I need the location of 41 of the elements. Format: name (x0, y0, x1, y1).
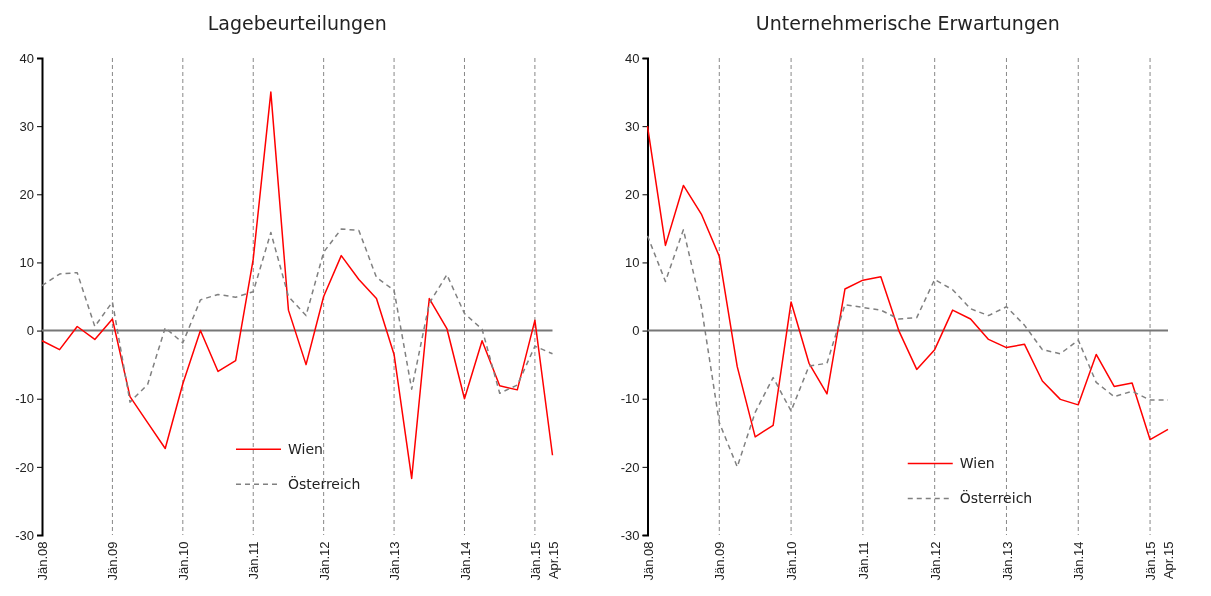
legend-label: Österreich (287, 475, 361, 493)
x-tick-label: Jän.10 (175, 541, 191, 581)
chart-title: Lagebeurteilungen (207, 12, 387, 34)
y-tick-label: 0 (26, 323, 34, 339)
x-tick-label: Jän.13 (387, 541, 403, 581)
x-tick-label: Jän.08 (640, 541, 656, 581)
x-tick-label: Jän.12 (316, 541, 332, 581)
chart-title: Unternehmerische Erwartungen (755, 12, 1060, 34)
x-tick-label: Apr.15 (1161, 541, 1177, 580)
legend-label: Wien (287, 441, 323, 458)
y-tick-label: -20 (620, 459, 640, 475)
x-tick-label: Jän.15 (1143, 541, 1159, 581)
y-tick-label: -30 (620, 527, 640, 543)
y-tick-label: 20 (19, 186, 34, 202)
line-series (646, 125, 1169, 441)
x-tick-label: Apr.15 (545, 541, 561, 580)
x-tick-label: Jän.11 (855, 541, 871, 580)
y-tick-label: 10 (625, 255, 640, 271)
y-tick-label: 0 (632, 323, 640, 339)
y-tick-label: -20 (15, 459, 34, 475)
y-tick-label: -30 (15, 527, 34, 543)
x-tick-label: Jän.13 (999, 541, 1015, 581)
y-tick-label: -10 (15, 391, 34, 407)
x-tick-label: Jän.11 (246, 541, 262, 580)
legend-label: Österreich (959, 489, 1033, 507)
x-tick-label: Jän.09 (712, 541, 728, 581)
x-tick-label: Jän.08 (35, 541, 51, 581)
x-tick-label: Jän.15 (527, 541, 543, 581)
y-tick-label: 40 (625, 50, 640, 66)
x-tick-label: Jän.14 (1071, 541, 1087, 581)
y-tick-label: 30 (625, 118, 640, 134)
legend-label: Wien (959, 455, 995, 472)
y-tick-label: 10 (19, 255, 34, 271)
y-tick-label: 40 (19, 50, 34, 66)
x-tick-label: Jän.09 (105, 541, 121, 581)
y-tick-label: -10 (620, 391, 640, 407)
x-tick-label: Jän.12 (927, 541, 943, 581)
x-tick-label: Jän.14 (457, 541, 473, 581)
x-tick-label: Jän.10 (784, 541, 800, 581)
y-tick-label: 30 (19, 118, 34, 134)
y-tick-label: 20 (625, 186, 640, 202)
